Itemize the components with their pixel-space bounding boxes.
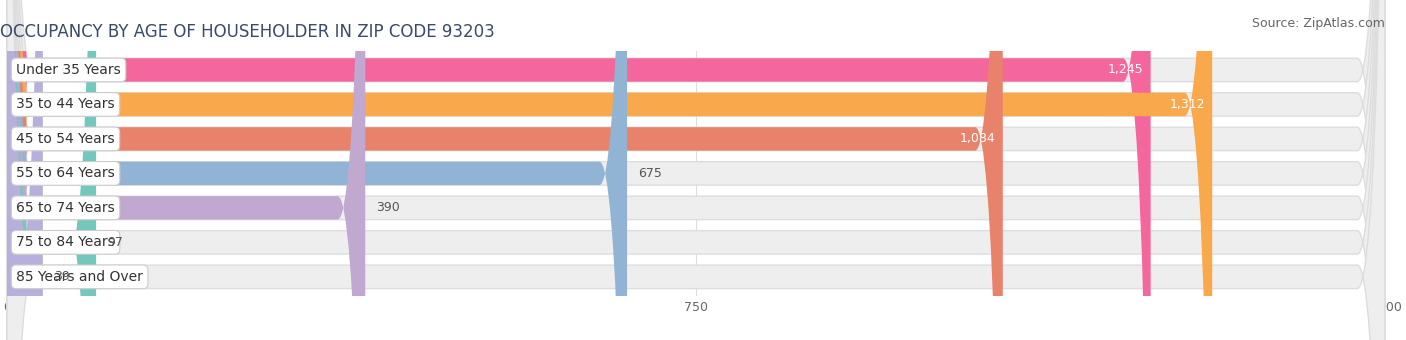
FancyBboxPatch shape <box>7 0 627 340</box>
Text: 65 to 74 Years: 65 to 74 Years <box>17 201 115 215</box>
Text: Source: ZipAtlas.com: Source: ZipAtlas.com <box>1251 17 1385 30</box>
Text: 97: 97 <box>107 236 124 249</box>
FancyBboxPatch shape <box>7 0 1385 340</box>
Text: OCCUPANCY BY AGE OF HOUSEHOLDER IN ZIP CODE 93203: OCCUPANCY BY AGE OF HOUSEHOLDER IN ZIP C… <box>0 23 495 41</box>
FancyBboxPatch shape <box>7 0 1385 340</box>
Text: 1,312: 1,312 <box>1170 98 1205 111</box>
FancyBboxPatch shape <box>7 0 1385 340</box>
Text: 85 Years and Over: 85 Years and Over <box>17 270 143 284</box>
Text: 35 to 44 Years: 35 to 44 Years <box>17 98 115 112</box>
FancyBboxPatch shape <box>7 0 1150 340</box>
FancyBboxPatch shape <box>7 0 1002 340</box>
FancyBboxPatch shape <box>7 0 42 340</box>
FancyBboxPatch shape <box>7 0 96 340</box>
FancyBboxPatch shape <box>7 0 1385 340</box>
Text: 675: 675 <box>638 167 662 180</box>
Text: 1,245: 1,245 <box>1108 64 1143 76</box>
Text: 1,084: 1,084 <box>960 132 995 146</box>
Text: 75 to 84 Years: 75 to 84 Years <box>17 235 115 249</box>
Text: 39: 39 <box>53 270 70 283</box>
FancyBboxPatch shape <box>7 0 1385 340</box>
FancyBboxPatch shape <box>7 0 1385 340</box>
FancyBboxPatch shape <box>7 0 1212 340</box>
FancyBboxPatch shape <box>7 0 366 340</box>
Text: Under 35 Years: Under 35 Years <box>17 63 121 77</box>
Text: 55 to 64 Years: 55 to 64 Years <box>17 166 115 181</box>
FancyBboxPatch shape <box>7 0 1385 340</box>
Text: 45 to 54 Years: 45 to 54 Years <box>17 132 115 146</box>
Text: 390: 390 <box>377 201 401 215</box>
